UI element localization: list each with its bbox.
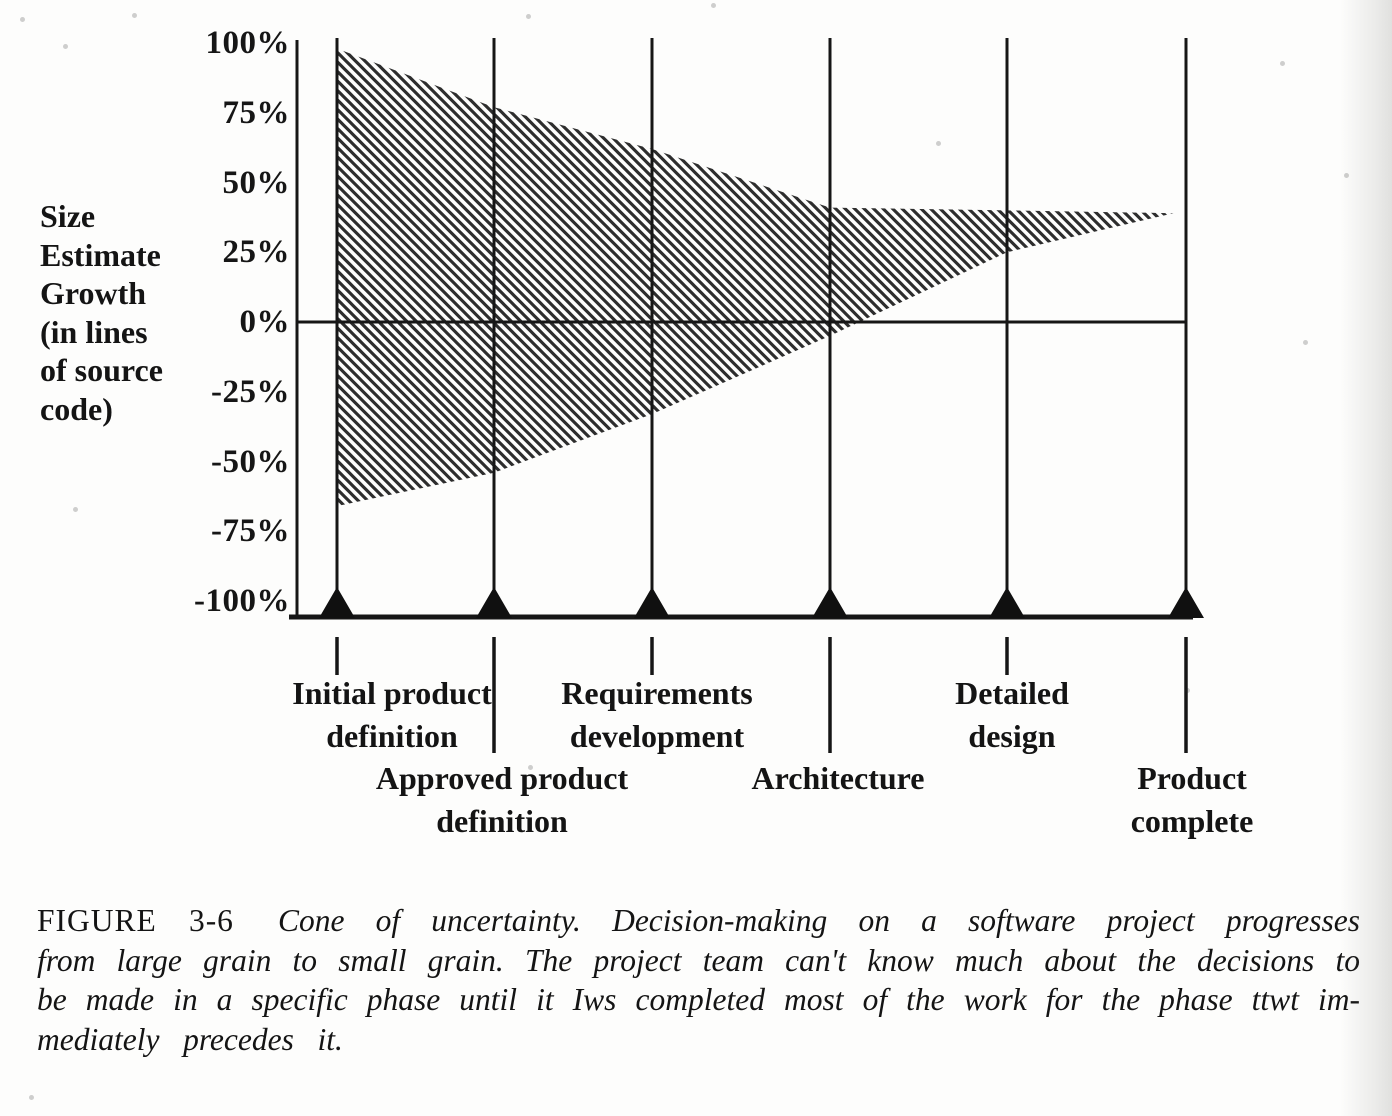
milestone-label-line: definition xyxy=(326,718,458,754)
milestone-label: Architecture xyxy=(618,757,1058,800)
milestone-label: Requirements development xyxy=(437,672,877,758)
milestone-triangle-marker xyxy=(634,587,670,618)
milestone-triangle-marker xyxy=(812,587,848,618)
milestone-label-line: definition xyxy=(436,803,568,839)
milestone-label: Detailed design xyxy=(792,672,1232,758)
y-tick-label: -50% xyxy=(211,443,290,480)
y-tick-label: -100% xyxy=(194,583,290,619)
caption-line: mediately precedes it. xyxy=(37,1021,343,1057)
scan-noise-specks xyxy=(0,0,3,3)
y-tick-label: -25% xyxy=(211,373,290,410)
milestone-label: Approved product definition xyxy=(282,757,722,843)
milestone-label-line: Approved product xyxy=(375,760,629,796)
y-tick-label: 100% xyxy=(205,25,290,61)
y-axis-title-line: Growth xyxy=(40,275,147,312)
milestone-triangle-marker xyxy=(476,587,512,618)
uncertainty-cone-area xyxy=(337,48,1174,507)
milestone-label-line: Initial product xyxy=(292,675,492,711)
caption-line: be made in a specific phase until it Iws… xyxy=(37,982,1360,1017)
milestone-label-line: design xyxy=(968,718,1056,754)
y-axis-title-line: code) xyxy=(40,390,113,427)
y-axis-title-line: (in lines xyxy=(40,313,148,350)
milestone-triangle-marker xyxy=(319,587,355,618)
caption-line: from large grain to small grain. The pro… xyxy=(37,942,1360,978)
milestone-label-line: Architecture xyxy=(751,760,925,796)
y-tick-label: 25% xyxy=(222,234,290,271)
caption-figure-number: FIGURE 3-6 xyxy=(37,903,234,938)
caption-line: FIGURE 3-6 Cone of uncertainty. Decision-… xyxy=(37,901,1360,941)
milestone-label-line: development xyxy=(569,718,745,754)
milestone-label: Product complete xyxy=(972,757,1392,843)
milestone-label-line: Detailed xyxy=(955,675,1069,711)
milestone-triangle-marker xyxy=(1168,587,1204,618)
caption-text: Cone of uncertainty. Decision-making on … xyxy=(277,903,1360,938)
cone-of-uncertainty-chart: Size Estimate Growth (in lines of source code… xyxy=(40,25,1392,843)
milestone-label-line: Requirements xyxy=(561,675,753,711)
y-tick-label: 50% xyxy=(222,164,290,201)
y-axis-title-line: of source xyxy=(40,352,163,389)
milestone-triangle-marker xyxy=(989,587,1025,618)
figure-caption: FIGURE 3-6 Cone of uncertainty. Decision-… xyxy=(37,901,1360,1059)
y-axis-title-line: Estimate xyxy=(40,236,161,273)
y-axis-title: Size Estimate Growth (in lines of source code… xyxy=(40,197,230,429)
milestone-label: Initial product definition xyxy=(172,672,612,758)
milestone-label-line: complete xyxy=(1130,803,1254,839)
milestone-label-line: Product xyxy=(1137,760,1247,796)
y-axis-title-line: Size xyxy=(40,198,96,234)
y-tick-label: -75% xyxy=(211,513,290,550)
y-tick-label: 75% xyxy=(222,94,290,131)
y-tick-label: 0% xyxy=(239,304,290,340)
